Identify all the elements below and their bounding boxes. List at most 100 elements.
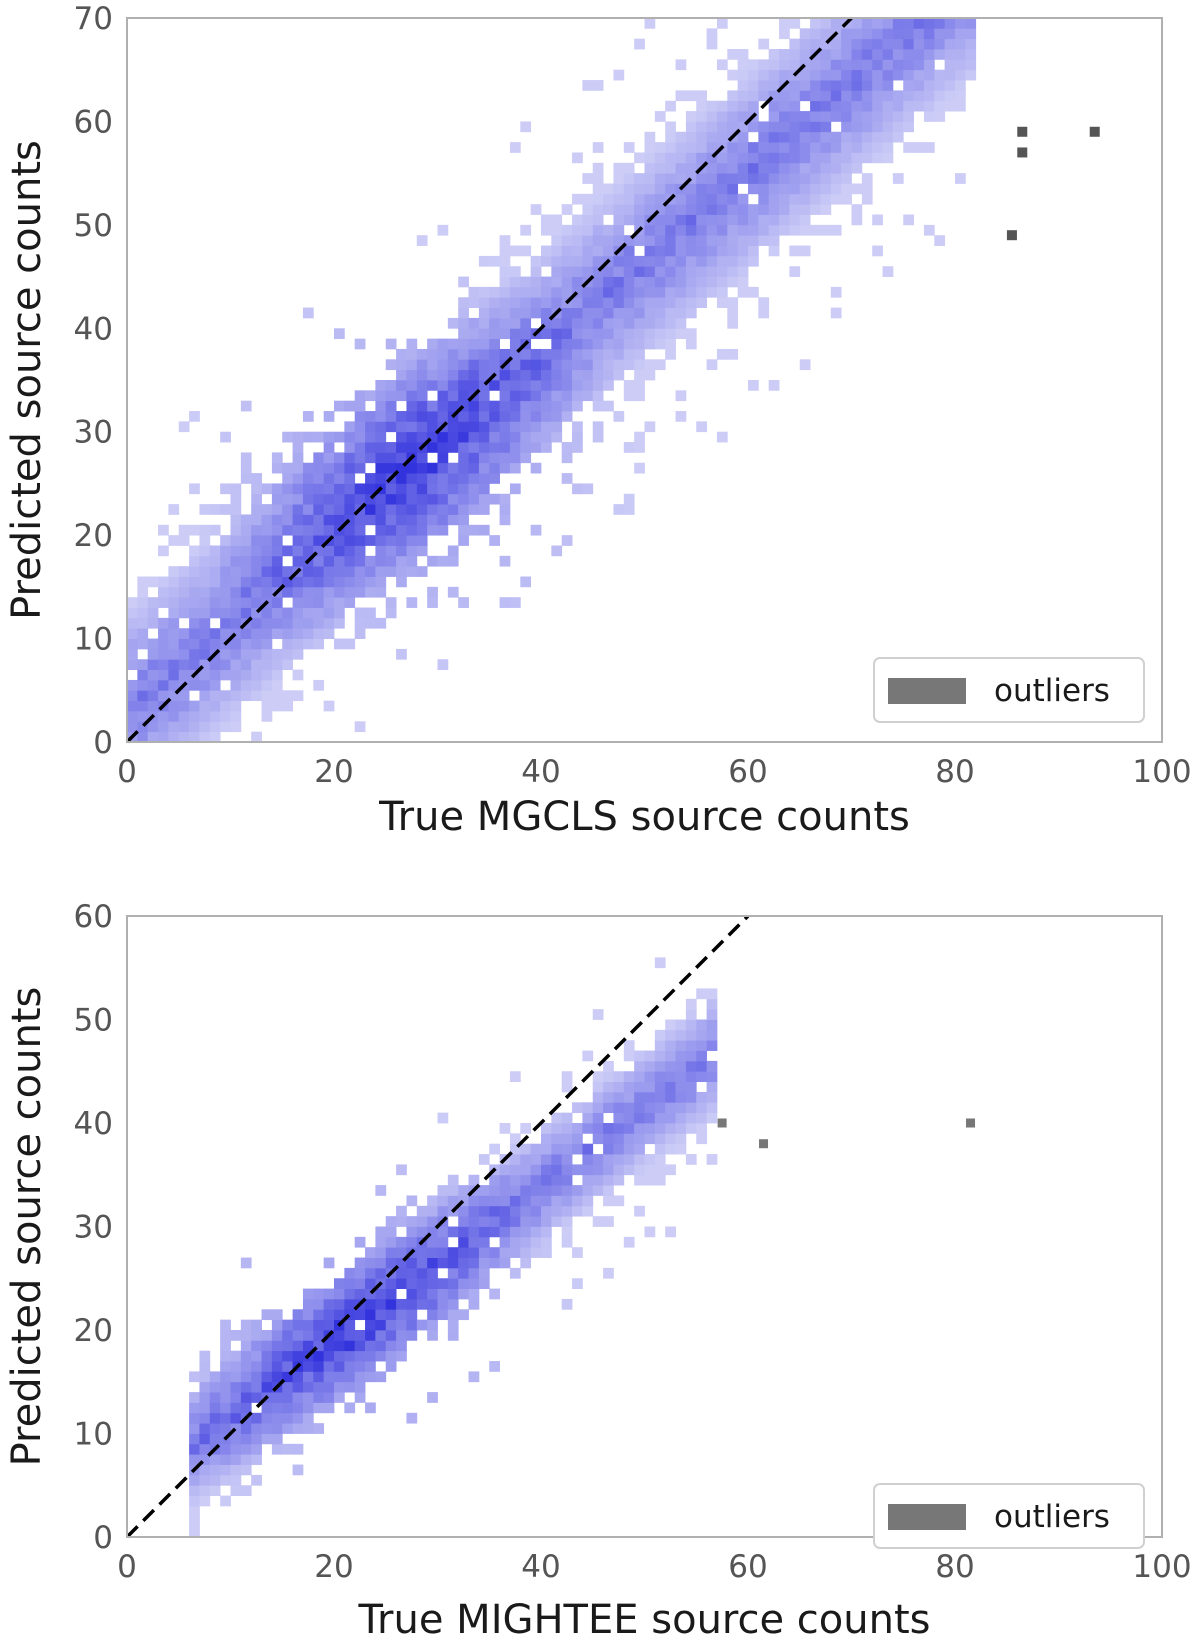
histogram-cell (923, 224, 935, 236)
histogram-cell (572, 152, 583, 164)
histogram-cell (706, 38, 718, 50)
histogram-cell (137, 628, 149, 639)
histogram-cell (665, 183, 676, 195)
histogram-cell (251, 1381, 262, 1393)
histogram-cell (220, 721, 231, 733)
histogram-cell (178, 566, 190, 577)
histogram-cell (282, 1330, 293, 1341)
histogram-cell (892, 28, 904, 40)
histogram-cell (354, 390, 366, 402)
histogram-cell (458, 431, 469, 443)
identity-reference-line (125, 16, 853, 744)
histogram-cell (282, 648, 293, 660)
histogram-cell (572, 266, 583, 277)
histogram-cell (230, 1454, 242, 1465)
histogram-cell (685, 90, 697, 102)
histogram-cell (375, 1288, 387, 1300)
histogram-cell (271, 700, 283, 712)
histogram-cell (365, 617, 376, 629)
histogram-cell (768, 193, 780, 205)
histogram-cell (489, 1257, 500, 1269)
histogram-cell (220, 659, 231, 670)
histogram-cell (199, 1402, 211, 1414)
histogram-cell (520, 286, 532, 298)
histogram-cell (458, 359, 469, 371)
histogram-cell (623, 1133, 635, 1145)
histogram-cell (344, 638, 356, 650)
histogram-cell (758, 90, 770, 102)
histogram-cell (240, 586, 252, 598)
histogram-cell (158, 586, 169, 598)
histogram-cell (551, 1164, 563, 1176)
histogram-cell (251, 731, 262, 743)
histogram-cell (354, 1330, 366, 1341)
histogram-cell (437, 1195, 449, 1207)
histogram-cell (654, 152, 666, 164)
histogram-cell (458, 1267, 469, 1279)
histogram-cell (923, 59, 935, 71)
histogram-cell (323, 586, 335, 598)
histogram-cell (220, 1381, 231, 1393)
histogram-cell (830, 131, 842, 143)
histogram-cell (623, 1040, 635, 1051)
histogram-cell (654, 162, 666, 174)
histogram-cell (334, 431, 345, 443)
histogram-cell (696, 224, 707, 236)
histogram-cell (385, 1309, 397, 1321)
histogram-cell (220, 1443, 231, 1455)
histogram-cell (530, 1154, 542, 1165)
histogram-cell (882, 131, 894, 143)
histogram-cell (209, 628, 221, 639)
histogram-cell (437, 431, 449, 443)
histogram-cell (251, 535, 262, 546)
histogram-cell (716, 59, 728, 71)
histogram-cell (623, 1164, 635, 1176)
histogram-cell (313, 566, 325, 577)
histogram-cell (675, 131, 687, 143)
histogram-cell (561, 286, 573, 298)
histogram-cell (913, 18, 925, 29)
histogram-cell (251, 555, 262, 567)
histogram-cell (365, 1361, 376, 1372)
histogram-cell (582, 380, 594, 391)
histogram-cell (499, 328, 511, 340)
histogram-cell (613, 369, 625, 381)
histogram-cell (685, 152, 697, 164)
histogram-cell (634, 214, 645, 226)
histogram-cell (199, 638, 211, 650)
histogram-cell (613, 1133, 625, 1145)
histogram-cell (572, 193, 583, 205)
histogram-cell (240, 1340, 252, 1352)
histogram-cell (261, 576, 273, 588)
histogram-cell (634, 1174, 645, 1186)
histogram-cell (530, 1247, 542, 1258)
histogram-cell (541, 390, 552, 402)
histogram-cell (199, 731, 211, 743)
histogram-cell (489, 462, 500, 474)
histogram-cell (644, 1174, 656, 1186)
histogram-cell (344, 1381, 356, 1393)
histogram-cell (334, 586, 345, 598)
histogram-cell (230, 1474, 242, 1486)
histogram-cell (851, 162, 863, 174)
histogram-cell (623, 1143, 635, 1155)
y-tick-label: 50 (74, 1003, 113, 1039)
histogram-cell (292, 493, 304, 505)
histogram-cell (199, 1485, 211, 1496)
histogram-cell (758, 152, 770, 164)
histogram-cell (282, 628, 293, 639)
histogram-cell (706, 100, 718, 112)
histogram-cell (127, 597, 138, 608)
histogram-cell (323, 483, 335, 495)
histogram-cell (313, 1402, 325, 1414)
histogram-cell (292, 1309, 304, 1321)
histogram-cell (499, 1174, 511, 1186)
histogram-cell (665, 1050, 676, 1062)
histogram-cell (447, 442, 459, 453)
histogram-cell (302, 545, 314, 557)
histogram-cell (851, 38, 863, 50)
histogram-cell (830, 307, 842, 319)
histogram-cell (810, 59, 821, 71)
histogram-cell (789, 131, 801, 143)
